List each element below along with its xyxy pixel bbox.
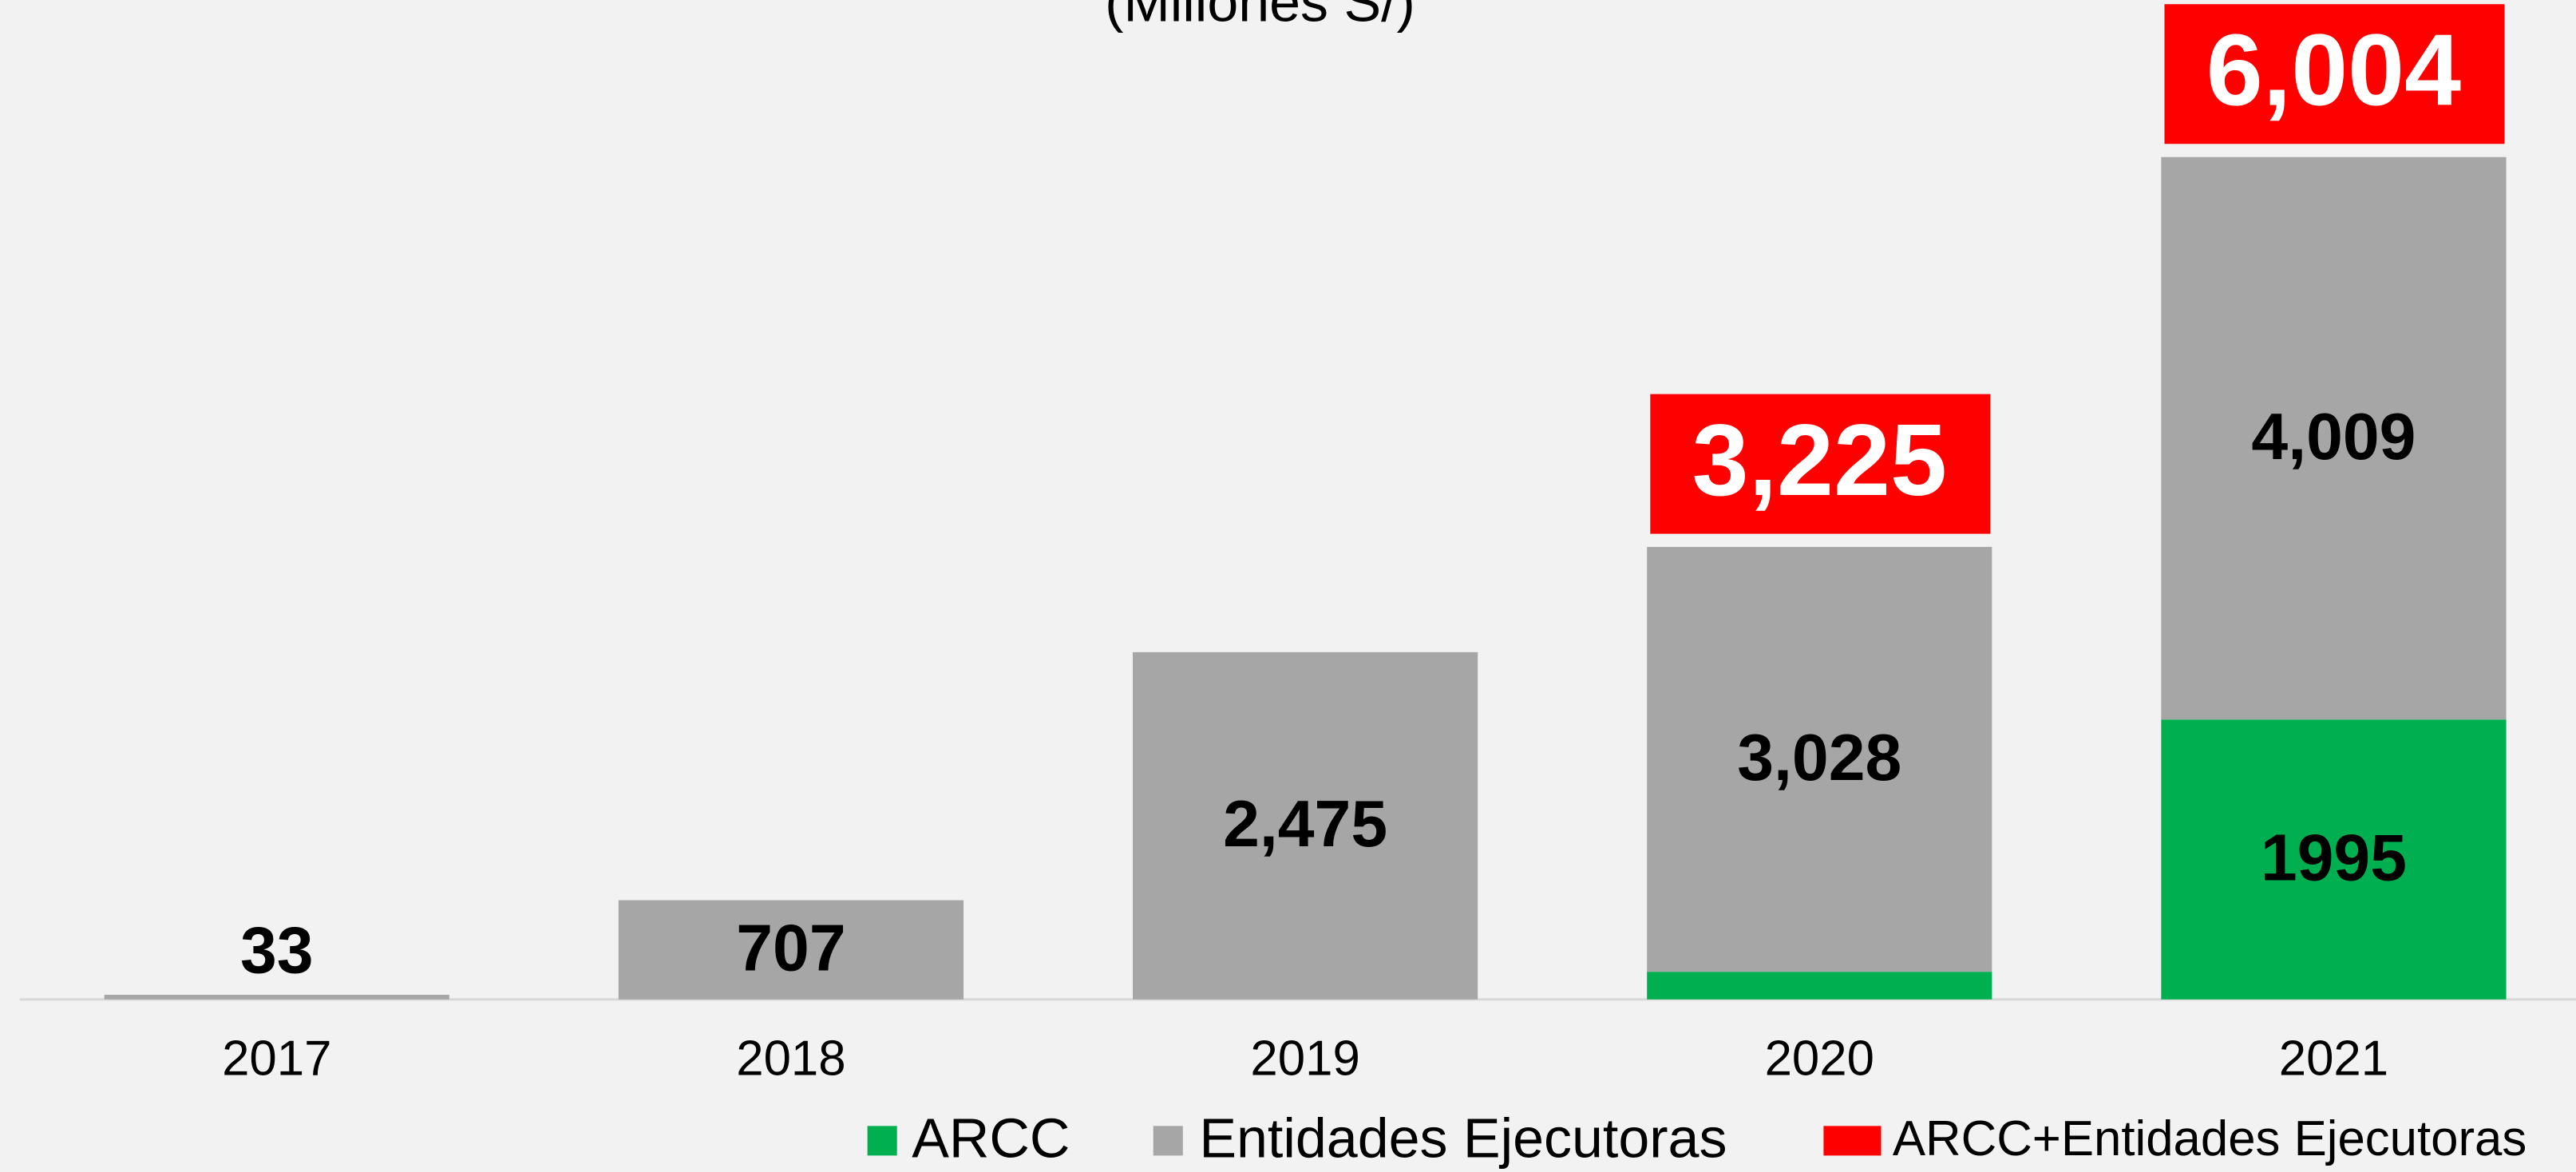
value-label: 33 [240, 913, 314, 987]
x-tick-label: 2017 [222, 1031, 331, 1086]
legend-swatch [1153, 1126, 1183, 1156]
bar-segment [2161, 719, 2507, 1000]
bar-segment [1133, 651, 1478, 1000]
legend-label: Entidades Ejecutoras [1199, 1107, 1727, 1169]
value-label: 2,475 [1223, 787, 1387, 861]
bar-segment [1647, 547, 1992, 972]
total-box [1650, 394, 1991, 534]
x-tick-label: 2019 [1250, 1031, 1359, 1086]
legend-swatch [867, 1126, 897, 1156]
total-label: 6,004 [2206, 14, 2461, 128]
x-tick-label: 2020 [1765, 1031, 1874, 1086]
x-tick-label: 2021 [2279, 1031, 2388, 1086]
x-tick-label: 2018 [736, 1031, 845, 1086]
value-label: 1995 [2261, 821, 2407, 894]
value-label: 707 [736, 912, 845, 985]
legend-swatch [1823, 1126, 1882, 1156]
total-label: 3,225 [1692, 403, 1947, 517]
chart-subtitle: (Millones S/) [1105, 0, 1415, 34]
bar-segment [104, 995, 449, 1000]
total-box [2164, 4, 2505, 145]
bar-segment [2161, 156, 2507, 720]
legend-label: ARCC [912, 1107, 1070, 1169]
legend-label: ARCC+Entidades Ejecutoras [1893, 1111, 2527, 1166]
value-label: 3,028 [1737, 721, 1901, 794]
value-label: 4,009 [2251, 400, 2416, 473]
bar-segment [1647, 972, 1992, 1000]
bar-segment [618, 900, 964, 1000]
